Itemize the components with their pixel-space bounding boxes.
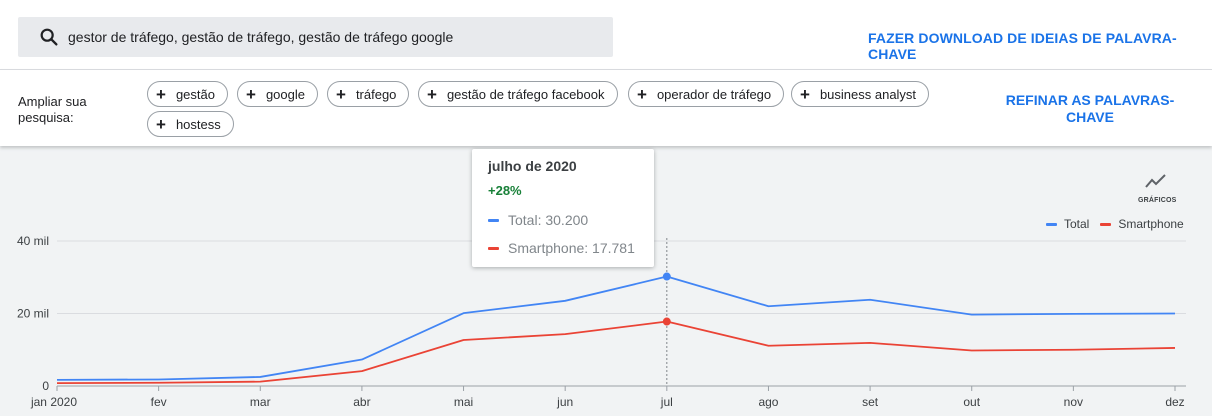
chip-label: operador de tráfego — [656, 86, 772, 102]
y-tick-label: 20 mil — [17, 307, 49, 321]
x-tick-label: fev — [151, 395, 167, 409]
refine-keywords-link[interactable]: REFINAR AS PALAVRAS-CHAVE — [1005, 92, 1175, 125]
expand-search-label: Ampliar sua pesquisa: — [18, 94, 87, 125]
chip-label: tráfego — [355, 86, 397, 102]
search-icon — [40, 28, 58, 46]
trend-line-icon — [1145, 174, 1166, 188]
x-tick-label: nov — [1064, 395, 1083, 409]
plus-icon: + — [156, 114, 166, 134]
x-tick-label: mai — [454, 395, 473, 409]
highlight-point-total — [662, 272, 671, 281]
search-query[interactable]: gestor de tráfego, gestão de tráfego, ge… — [68, 29, 454, 45]
chip-label: hostess — [175, 116, 221, 132]
tooltip-row-total: Total: 30.200 — [488, 212, 638, 228]
legend-item-total[interactable]: Total — [1046, 217, 1089, 231]
legend-label: Total — [1064, 217, 1090, 231]
chip-trafego[interactable]: + tráfego — [327, 81, 410, 107]
chip-label: gestão de tráfego facebook — [446, 86, 605, 102]
y-tick-label: 0 — [42, 379, 49, 393]
top-bar: gestor de tráfego, gestão de tráfego, ge… — [0, 0, 1212, 70]
search-box[interactable]: gestor de tráfego, gestão de tráfego, ge… — [18, 17, 613, 57]
tooltip-row-label: Total: 30.200 — [508, 212, 589, 228]
x-tick-label: jan 2020 — [30, 395, 77, 409]
graphs-label: GRÁFICOS — [1138, 197, 1177, 204]
search-volume-chart: 0 20 mil 40 mil jan 2020 fev mar abr mai jun jul a… — [17, 234, 1186, 409]
y-tick-label: 40 mil — [17, 234, 49, 248]
tooltip-swatch — [488, 218, 499, 222]
plus-icon: + — [637, 84, 647, 104]
plus-icon: + — [800, 84, 810, 104]
chip-google[interactable]: + google — [237, 81, 318, 107]
x-tick-label: set — [862, 395, 879, 409]
legend-item-smartphone[interactable]: Smartphone — [1100, 217, 1184, 231]
plus-icon: + — [336, 84, 346, 104]
x-tick-label: jul — [660, 395, 673, 409]
chip-gestao[interactable]: + gestão — [147, 81, 228, 107]
plus-icon: + — [156, 84, 166, 104]
legend-swatch — [1100, 222, 1112, 226]
chart-tooltip: julho de 2020 +28% Total: 30.200 Smartph… — [472, 149, 654, 267]
chip-operador-de-trafego[interactable]: + operador de tráfego — [628, 81, 785, 107]
legend-swatch — [1046, 222, 1057, 226]
x-tick-label: dez — [1165, 395, 1184, 409]
plus-icon: + — [246, 84, 256, 104]
tooltip-row-label: Smartphone: 17.781 — [508, 240, 635, 256]
x-tick-label: out — [963, 395, 980, 409]
graphs-button[interactable]: GRÁFICOS — [1138, 172, 1177, 204]
tooltip-title: julho de 2020 — [488, 158, 577, 174]
chip-hostess[interactable]: + hostess — [147, 111, 234, 137]
chip-label: business analyst — [819, 86, 917, 102]
chart-legend: Total Smartphone — [1046, 217, 1195, 231]
highlight-point-smartphone — [662, 317, 671, 326]
chip-label: gestão — [175, 86, 215, 102]
chip-label: google — [265, 86, 305, 102]
x-tick-label: jun — [556, 395, 573, 409]
x-tick-label: ago — [758, 395, 778, 409]
tooltip-change: +28% — [488, 183, 522, 198]
series-line-total — [56, 275, 1176, 381]
x-tick-label: abr — [353, 395, 370, 409]
plus-icon: + — [427, 84, 437, 104]
tooltip-swatch — [488, 246, 499, 250]
expand-search-bar: Ampliar sua pesquisa: + gestão + google + t… — [0, 70, 1212, 146]
legend-label: Smartphone — [1118, 217, 1184, 231]
chip-business-analyst[interactable]: + business analyst — [791, 81, 930, 107]
series-line-smartphone — [56, 320, 1176, 385]
x-tick-label: mar — [250, 395, 271, 409]
tooltip-row-smartphone: Smartphone: 17.781 — [488, 240, 638, 256]
chip-gestao-de-trafego-facebook[interactable]: + gestão de tráfego facebook — [418, 81, 618, 107]
download-keyword-ideas-link[interactable]: FAZER DOWNLOAD DE IDEIAS DE PALAVRA-CHAV… — [868, 30, 1177, 62]
